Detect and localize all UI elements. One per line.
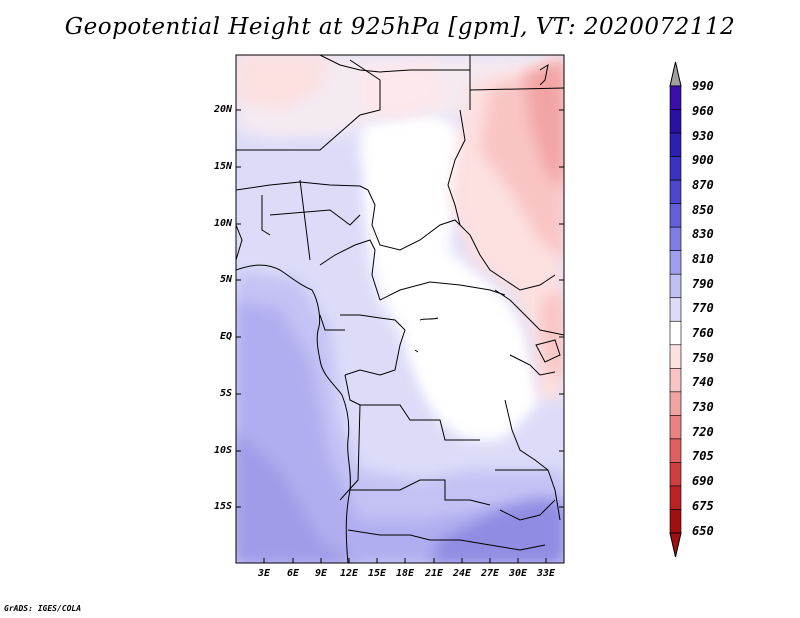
lat-label: EQ: [219, 331, 232, 342]
lon-label: 24E: [452, 568, 472, 579]
colorbar-label: 730: [692, 400, 714, 414]
colorbar-label: 740: [692, 375, 714, 389]
lat-label: 10S: [213, 445, 232, 456]
colorbar-swatch: [669, 85, 682, 110]
colorbar-label: 760: [692, 326, 714, 340]
colorbar-top-arrow: [669, 61, 682, 87]
colorbar-label: 810: [692, 252, 714, 266]
colorbar-label: 900: [692, 153, 714, 167]
colorbar-label: 705: [692, 449, 714, 463]
lon-label: 15E: [367, 568, 387, 579]
colorbar-label: 675: [692, 499, 714, 513]
lon-label: 30E: [508, 568, 528, 579]
colorbar-swatch: [669, 509, 682, 534]
lon-label: 12E: [339, 568, 359, 579]
lon-label: 18E: [395, 568, 415, 579]
colorbar-swatch: [669, 179, 682, 204]
colorbar-label: 960: [692, 104, 714, 118]
colorbar-label: 650: [692, 524, 714, 538]
colorbar-swatch: [669, 415, 682, 440]
lon-label: 27E: [480, 568, 500, 579]
colorbar-label: 720: [692, 425, 714, 439]
lon-label: 6E: [286, 568, 300, 579]
colorbar-label: 690: [692, 474, 714, 488]
colorbar-swatch: [669, 226, 682, 251]
colorbar: [669, 61, 682, 558]
colorbar-swatch: [669, 250, 682, 275]
lat-label: 5S: [219, 388, 232, 399]
colorbar-swatch: [669, 462, 682, 487]
lon-label: 33E: [536, 568, 556, 579]
colorbar-label: 990: [692, 79, 714, 93]
colorbar-label: 850: [692, 203, 714, 217]
colorbar-label: 750: [692, 351, 714, 365]
colorbar-swatch: [669, 297, 682, 322]
colorbar-bottom-arrow: [669, 532, 682, 558]
colorbar-label: 770: [692, 301, 714, 315]
colorbar-swatch: [669, 273, 682, 299]
colorbar-label: 830: [692, 227, 714, 241]
lat-label: 5N: [219, 274, 232, 285]
lat-label: 20N: [213, 104, 232, 115]
lat-label: 15S: [213, 501, 232, 512]
colorbar-swatch: [669, 109, 682, 134]
colorbar-swatch: [669, 368, 682, 393]
colorbar-label: 870: [692, 178, 714, 192]
lon-ticks: [263, 558, 547, 563]
colorbar-label: 790: [692, 277, 714, 291]
colorbar-swatch: [669, 132, 682, 157]
lat-label: 10N: [213, 218, 232, 229]
lon-label: 9E: [314, 568, 328, 579]
plot-frame: [235, 54, 565, 564]
grads-footer: GrADS: IGES/COLA: [4, 604, 82, 613]
colorbar-swatch: [669, 438, 682, 463]
lat-label: 15N: [213, 161, 232, 172]
colorbar-swatch: [669, 391, 682, 416]
colorbar-swatch: [669, 320, 682, 346]
lat-ticks: [236, 109, 564, 508]
height-field: [236, 55, 564, 563]
lon-label: 3E: [257, 568, 271, 579]
colorbar-swatch: [669, 156, 682, 181]
colorbar-label: 930: [692, 129, 714, 143]
lon-label: 21E: [424, 568, 444, 579]
colorbar-swatch: [669, 344, 682, 369]
map-title: Geopotential Height at 925hPa [gpm], VT:…: [64, 14, 736, 40]
colorbar-swatch: [669, 203, 682, 228]
colorbar-swatch: [669, 485, 682, 510]
country-borders: [236, 55, 564, 563]
